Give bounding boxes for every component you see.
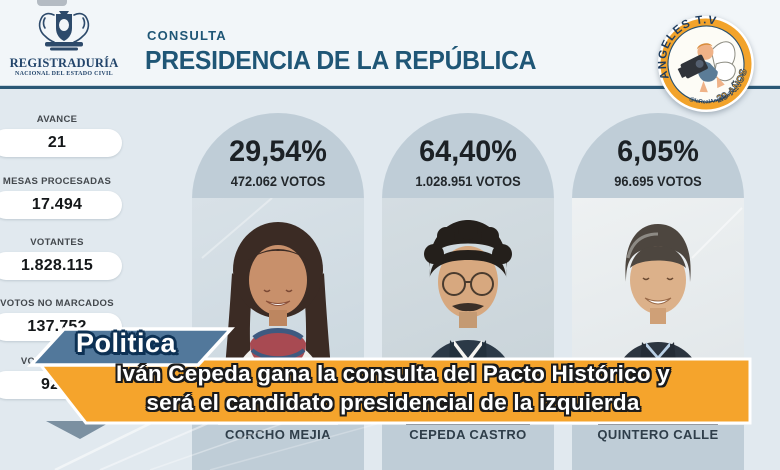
stat-avance-value: 21 <box>0 129 122 157</box>
angel-cherub-icon <box>677 41 736 93</box>
percent-value: 64,40% <box>419 135 517 168</box>
stat-avance-label: AVANCE <box>36 114 78 125</box>
stat-votantes-value: 1.828.115 <box>0 252 122 280</box>
headline-line-1: Iván Cepeda gana la consulta del Pacto H… <box>116 361 670 386</box>
votes-value: 96.695 VOTOS <box>614 174 702 189</box>
header: REGISTRADURÍA NACIONAL DEL ESTADO CIVIL … <box>0 0 780 85</box>
candidate-name: QUINTERO CALLE <box>597 427 719 442</box>
candidate-name: CORCHO MEJIA <box>225 427 331 442</box>
stat-votantes-label: VOTANTES <box>30 237 84 248</box>
votes-value: 1.028.951 VOTOS <box>415 174 521 189</box>
channel-logo-badge: ANGELES T.V 29 AÑOS @laRealAngelesTv <box>656 14 756 112</box>
consulta-kicker: CONSULTA <box>147 28 227 43</box>
percent-value: 6,05% <box>617 135 699 168</box>
header-divider <box>0 86 780 89</box>
category-tab <box>27 327 235 367</box>
page-title: PRESIDENCIA DE LA REPÚBLICA <box>145 45 537 75</box>
category-label: Politica <box>76 328 177 358</box>
stat-no-marcados-label: VOTOS NO MARCADOS <box>0 298 114 309</box>
percent-value: 29,54% <box>229 135 327 168</box>
logo-subname: NACIONAL DEL ESTADO CIVIL <box>15 71 113 77</box>
stat-mesas-value: 17.494 <box>0 191 122 219</box>
top-notch <box>37 0 67 6</box>
stat-mesas-label: MESAS PROCESADAS <box>2 176 112 187</box>
header-divider-light <box>0 85 780 86</box>
camera-icon <box>677 54 708 79</box>
votes-value: 472.062 VOTOS <box>230 174 326 189</box>
candidate-name: CEPEDA CASTRO <box>409 427 527 442</box>
headline-line-2: será el candidato presidencial de la izq… <box>146 390 640 415</box>
registraduria-logo: REGISTRADURÍA NACIONAL DEL ESTADO CIVIL <box>0 8 128 78</box>
coat-of-arms-icon <box>38 11 90 51</box>
logo-name: REGISTRADURÍA <box>9 56 119 70</box>
